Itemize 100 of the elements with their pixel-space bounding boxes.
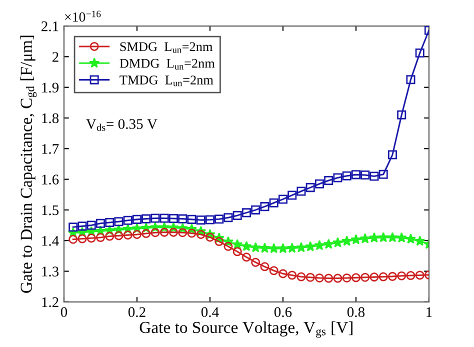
point [388, 272, 397, 281]
point [405, 234, 416, 244]
legend-label: TMDG L$_{un}$=2nm [120, 76, 214, 86]
point [205, 232, 214, 242]
point [397, 110, 406, 120]
point [370, 172, 379, 181]
point [342, 273, 352, 282]
point [150, 228, 160, 238]
point [123, 216, 132, 225]
point [414, 236, 426, 246]
point [187, 214, 196, 224]
x-axis-title: Gate to Source Voltage, V$_{gs}$ [V] [140, 321, 352, 338]
point [178, 214, 188, 224]
point [333, 274, 342, 283]
x-tick-label: 0.6 [274, 307, 292, 318]
point [86, 220, 96, 230]
point [406, 75, 416, 84]
y-tick-label: 1.2 [42, 297, 58, 308]
point [232, 247, 242, 256]
point [360, 233, 370, 244]
y-tick-label: 1.7 [42, 144, 59, 154]
point [196, 216, 206, 225]
x-tick-label: 0.4 [201, 307, 219, 318]
point [68, 234, 78, 244]
annotation: V$_{ds}$= 0.35 V [86, 119, 158, 131]
y-tick-label: 1.6 [42, 174, 59, 185]
point [288, 190, 297, 200]
point [268, 243, 280, 254]
point [415, 270, 424, 280]
point [260, 202, 270, 212]
point [378, 170, 388, 179]
point [306, 272, 315, 282]
point [342, 236, 352, 246]
point [296, 186, 306, 196]
point [333, 173, 342, 182]
point [278, 269, 288, 278]
point [288, 270, 297, 280]
legend-label: DMDG L$_{un}$=2nm [120, 58, 215, 70]
point [368, 232, 380, 242]
legend-label: SMDG L$_{un}$=2nm [120, 42, 213, 53]
point [269, 198, 278, 208]
point [68, 222, 78, 232]
point [332, 237, 344, 248]
point [269, 266, 278, 276]
point [370, 272, 379, 282]
point [324, 274, 334, 283]
point [360, 272, 370, 282]
point [250, 242, 261, 252]
point [105, 218, 114, 228]
point [278, 243, 288, 254]
y-tick-label: 1.8 [42, 113, 59, 124]
point [160, 214, 169, 223]
point [306, 183, 315, 192]
point [387, 232, 398, 242]
y-tick-label: 1.5 [42, 205, 59, 216]
y-tick-label: 2 [52, 52, 58, 62]
y-tick-label: 1.3 [42, 266, 59, 277]
x-tick-label: 0 [60, 307, 68, 318]
x-tick-label: 1 [426, 307, 432, 317]
point [142, 214, 151, 224]
y-axis-title: Gate to Drain Capacitance, C$_{gd}$ [F/μm] [20, 36, 37, 293]
point [105, 232, 114, 241]
point [242, 208, 251, 218]
point [397, 271, 406, 280]
point [251, 258, 260, 267]
point [187, 228, 196, 238]
point [86, 234, 96, 243]
point [168, 228, 178, 237]
point [342, 171, 352, 180]
point [96, 233, 106, 242]
point [232, 210, 242, 220]
point [224, 242, 233, 251]
point [251, 205, 260, 214]
point [415, 48, 424, 58]
point [205, 215, 214, 224]
point [314, 240, 325, 250]
point [324, 176, 334, 186]
point [196, 230, 206, 239]
point [378, 232, 389, 242]
point [242, 252, 251, 262]
point [260, 262, 270, 272]
point [142, 229, 151, 238]
point [160, 228, 169, 237]
point [78, 222, 87, 231]
point [388, 150, 397, 160]
point [224, 213, 233, 222]
point [150, 214, 160, 223]
point [78, 234, 87, 244]
text: ×10$^{−16}$ [65, 10, 101, 22]
y-tick-label: 1.9 [42, 82, 59, 93]
point [168, 214, 178, 224]
x-tick-label: 0.2 [128, 307, 146, 318]
x-tick-label: 0.8 [347, 307, 365, 318]
point [323, 238, 334, 249]
point [396, 232, 407, 242]
y-tick-label: 2.1 [42, 21, 58, 32]
point [259, 242, 270, 253]
y-tick-label: 1.4 [42, 236, 59, 246]
point [132, 230, 142, 239]
point [360, 170, 370, 180]
